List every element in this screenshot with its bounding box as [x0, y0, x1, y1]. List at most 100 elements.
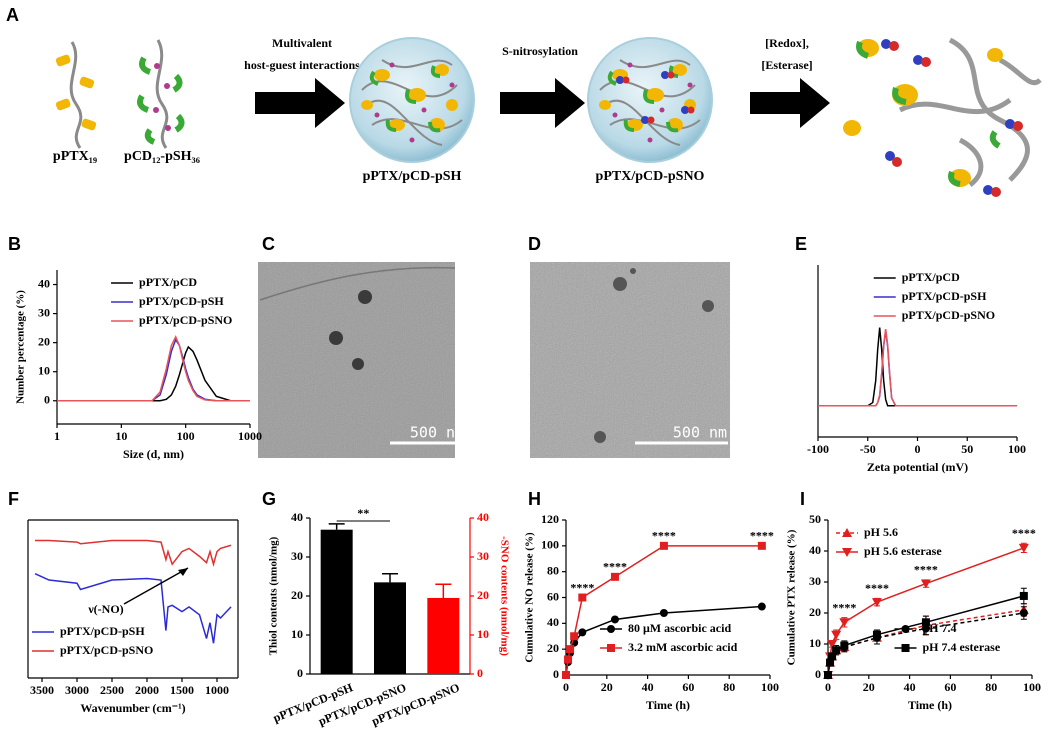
y-tick-label: 80 [547, 563, 559, 577]
x-tick-label: 2500 [100, 683, 124, 697]
legend-marker [842, 548, 852, 557]
x-tick-label: 3500 [30, 683, 54, 697]
annotation: **** [832, 600, 856, 614]
annotation: **** [1012, 526, 1036, 540]
annotation: ν(-NO) [87, 602, 123, 616]
y-tick-label: 20 [38, 334, 50, 348]
y-tick-label: 10 [809, 636, 821, 650]
x-tick-label: 100 [761, 680, 779, 694]
marker [578, 593, 587, 602]
arrow [500, 78, 585, 128]
y-axis-label: Number percentage (%) [15, 290, 27, 404]
legend-label: 3.2 mM ascorbic acid [628, 640, 738, 654]
x-tick-label: 100 [1023, 680, 1041, 694]
series-line [35, 539, 232, 568]
y-tick-label: 20 [547, 641, 559, 655]
step-label: host-guest interactions [244, 58, 360, 72]
panel-letter: H [528, 489, 541, 509]
x-tick-label: 80 [985, 680, 997, 694]
x-tick-label: 1000 [238, 429, 262, 443]
y-tick-label: 0 [297, 666, 303, 680]
marker [610, 572, 619, 581]
legend-marker [842, 528, 852, 537]
x-tick-label: 100 [177, 429, 195, 443]
marker [564, 655, 573, 664]
annotation-arrowhead [178, 568, 188, 576]
x-tick-label: 3000 [65, 683, 89, 697]
error-bar [382, 573, 398, 583]
step-label: [Redox], [765, 36, 809, 50]
x-tick-label: 0 [563, 680, 569, 694]
legend-label: pH 7.4 [923, 621, 957, 635]
series-line [818, 329, 1017, 407]
x-tick-label: 60 [944, 680, 956, 694]
annotation: **** [652, 529, 676, 543]
annotation: **** [603, 560, 627, 574]
annotation: **** [570, 580, 594, 594]
bar [320, 529, 353, 674]
series-line [818, 330, 1017, 407]
scale-bar-label: 500 nm [673, 424, 727, 442]
y2-tick-label: 30 [477, 549, 489, 563]
legend-label: pPTX/pCD-pSNO [139, 313, 232, 327]
y2-tick-label: 20 [477, 588, 489, 602]
x-tick-label: 1500 [170, 683, 194, 697]
released-products [843, 37, 1042, 197]
x-tick-label: 20 [601, 680, 613, 694]
x-tick-label: -50 [860, 442, 876, 456]
x-tick-label: 20 [863, 680, 875, 694]
marker [831, 630, 842, 640]
bar [427, 597, 460, 674]
legend-label: pH 7.4 esterase [923, 640, 1001, 654]
marker [562, 671, 570, 679]
legend-label: pPTX/pCD-pSNO [902, 308, 995, 322]
x-tick-label: 1000 [205, 683, 229, 697]
y-tick-label: 0 [553, 667, 559, 681]
annotation: **** [914, 563, 938, 577]
marker [872, 630, 881, 639]
significance-label: ** [357, 506, 369, 520]
error-bar [328, 523, 345, 530]
polymer-label: pPTX₁₉ [53, 149, 97, 164]
legend-label: pH 5.6 esterase [864, 544, 942, 558]
marker [824, 671, 832, 679]
y-tick-label: 30 [291, 549, 303, 563]
series-line [57, 335, 250, 402]
y2-tick-label: 10 [477, 627, 489, 641]
error-bar [435, 583, 452, 598]
step-label: S-nitrosylation [502, 44, 578, 58]
x-axis-label: Time (h) [646, 698, 690, 712]
nanoparticle [348, 36, 476, 164]
marker [1018, 543, 1029, 553]
legend-marker [901, 625, 910, 633]
tem-image: 500 nm [258, 262, 485, 458]
legend-label: pPTX/pCD-pSH [139, 294, 224, 308]
x-tick-label: 1 [54, 429, 60, 443]
nanoparticle [586, 36, 714, 164]
marker [578, 628, 587, 637]
y-tick-label: 20 [291, 588, 303, 602]
x-tick-label: -100 [807, 442, 829, 456]
x-tick-label: 0 [825, 680, 831, 694]
series-line [57, 345, 250, 402]
product-label: pPTX/pCD-pSNO [596, 169, 705, 184]
x-tick-label: 10 [115, 429, 127, 443]
legend-marker [901, 644, 910, 652]
panel-letter: F [8, 489, 19, 509]
y-tick-label: 10 [291, 627, 303, 641]
panel-letter: C [262, 234, 275, 254]
y-tick-label: 120 [541, 512, 559, 526]
marker [757, 602, 766, 611]
y-tick-label: 10 [38, 363, 50, 377]
x-axis-label: Size (d, nm) [123, 447, 184, 461]
y2-axis-label: -SNO contents (nmol/mg) [498, 536, 510, 656]
x-tick-label: 80 [723, 680, 735, 694]
marker [1019, 591, 1028, 600]
marker [871, 598, 882, 608]
y-axis-label: Thiol contents (nmol/mg) [268, 536, 280, 655]
step-label: [Esterase] [761, 58, 812, 72]
marker [610, 615, 619, 624]
step-label: Multivalent [272, 36, 332, 50]
panel-letter: E [795, 234, 807, 254]
